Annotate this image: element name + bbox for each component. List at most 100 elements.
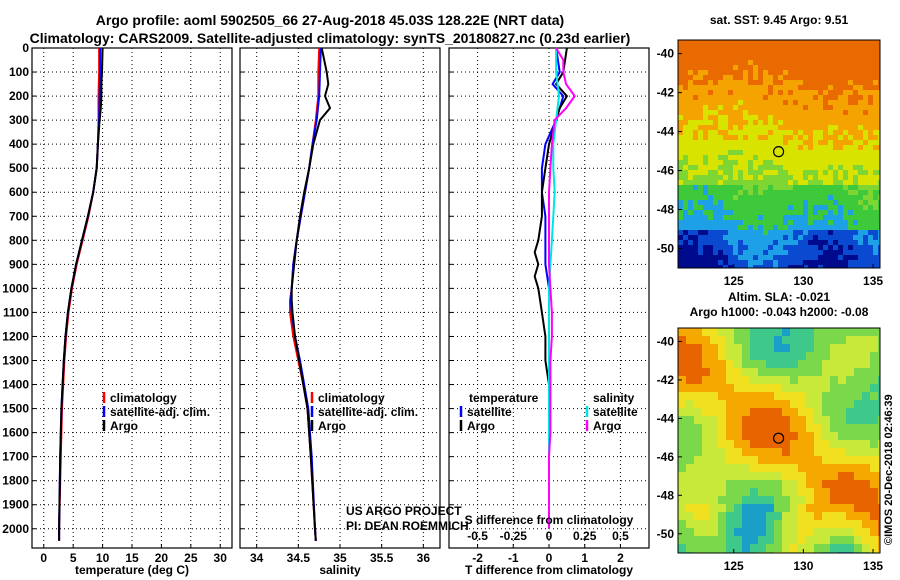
map-cell [853,230,859,236]
map-cell [868,195,874,201]
map-cell [693,205,699,211]
map-cell [728,145,734,151]
map-cell [773,185,779,191]
map-cell [734,504,743,513]
map-cell [753,60,759,66]
map-cell [806,360,815,369]
map-cell [753,225,759,231]
map-cell [708,65,714,71]
map-cell [743,255,749,261]
map-cell [708,85,714,91]
map-cell [703,65,709,71]
map-cell [848,245,854,251]
map-cell [863,220,869,226]
map-cell [863,195,869,201]
map-cell [790,472,799,481]
map-cell [858,240,864,246]
map-cell [798,220,804,226]
x-axis-label: salinity [319,563,361,577]
map-cell [698,85,704,91]
map-cell [822,456,831,465]
map-cell [734,328,743,337]
map-cell [808,225,814,231]
map-cell [753,55,759,61]
map-cell [728,195,734,201]
map-cell [743,80,749,86]
map-cell [838,135,844,141]
map-cell [693,115,699,121]
map-cell [793,230,799,236]
x2-tick-label: 0.25 [573,529,597,543]
map-cell [833,220,839,226]
map-cell [726,440,735,449]
map-cell [702,456,711,465]
map-cell [788,225,794,231]
map-cell [843,190,849,196]
map-cell [710,416,719,425]
map-cell [713,105,719,111]
map-cell [748,245,754,251]
map-cell [858,245,864,251]
map-cell [868,225,874,231]
map-cell [818,250,824,256]
map-cell [848,150,854,156]
map-cell [823,45,829,51]
map-cell [808,175,814,181]
map-cell [758,392,767,401]
map-cell [808,240,814,246]
map-cell [678,230,684,236]
map-cell [686,424,695,433]
map-cell [828,150,834,156]
map-cell [763,235,769,241]
map-cell [858,215,864,221]
map-cell [868,200,874,206]
map-cell [726,512,735,521]
map-cell [854,464,863,473]
map-cell [863,55,869,61]
map-cell [763,105,769,111]
map-cell [678,80,684,86]
map-cell [793,100,799,106]
map-cell [838,496,847,505]
map-cell [733,155,739,161]
map-cell [822,328,831,337]
plot-title-line2: Climatology: CARS2009. Satellite-adjuste… [29,30,631,46]
map-cell [782,496,791,505]
map-cell [678,424,687,433]
map-cell [718,225,724,231]
map-cell [808,120,814,126]
map-cell [768,50,774,56]
map-cell [753,90,759,96]
map-cell [723,165,729,171]
map-cell [758,150,764,156]
map-cell [698,65,704,71]
map-cell [848,120,854,126]
map-cell [854,408,863,417]
map-cell [854,344,863,353]
map-cell [763,120,769,126]
map-cell [710,328,719,337]
map-cell [790,520,799,529]
map-cell [678,100,684,106]
map-cell [686,368,695,377]
x-tick-label: 35.5 [370,551,394,565]
map-cell [833,105,839,111]
map-cell [783,95,789,101]
map-cell [678,328,687,337]
map-cell [854,360,863,369]
map-cell [743,140,749,146]
map-cell [773,70,779,76]
map-cell [838,448,847,457]
map-cell [868,170,874,176]
map-cell [750,360,759,369]
map-cell [813,140,819,146]
map-cell [838,472,847,481]
map-cell [862,528,871,537]
map-cell [773,125,779,131]
map-cell [862,400,871,409]
map-cell [710,472,719,481]
map-cell [858,40,864,46]
map-cell [710,528,719,537]
map-cell [843,185,849,191]
map-cell [733,145,739,151]
